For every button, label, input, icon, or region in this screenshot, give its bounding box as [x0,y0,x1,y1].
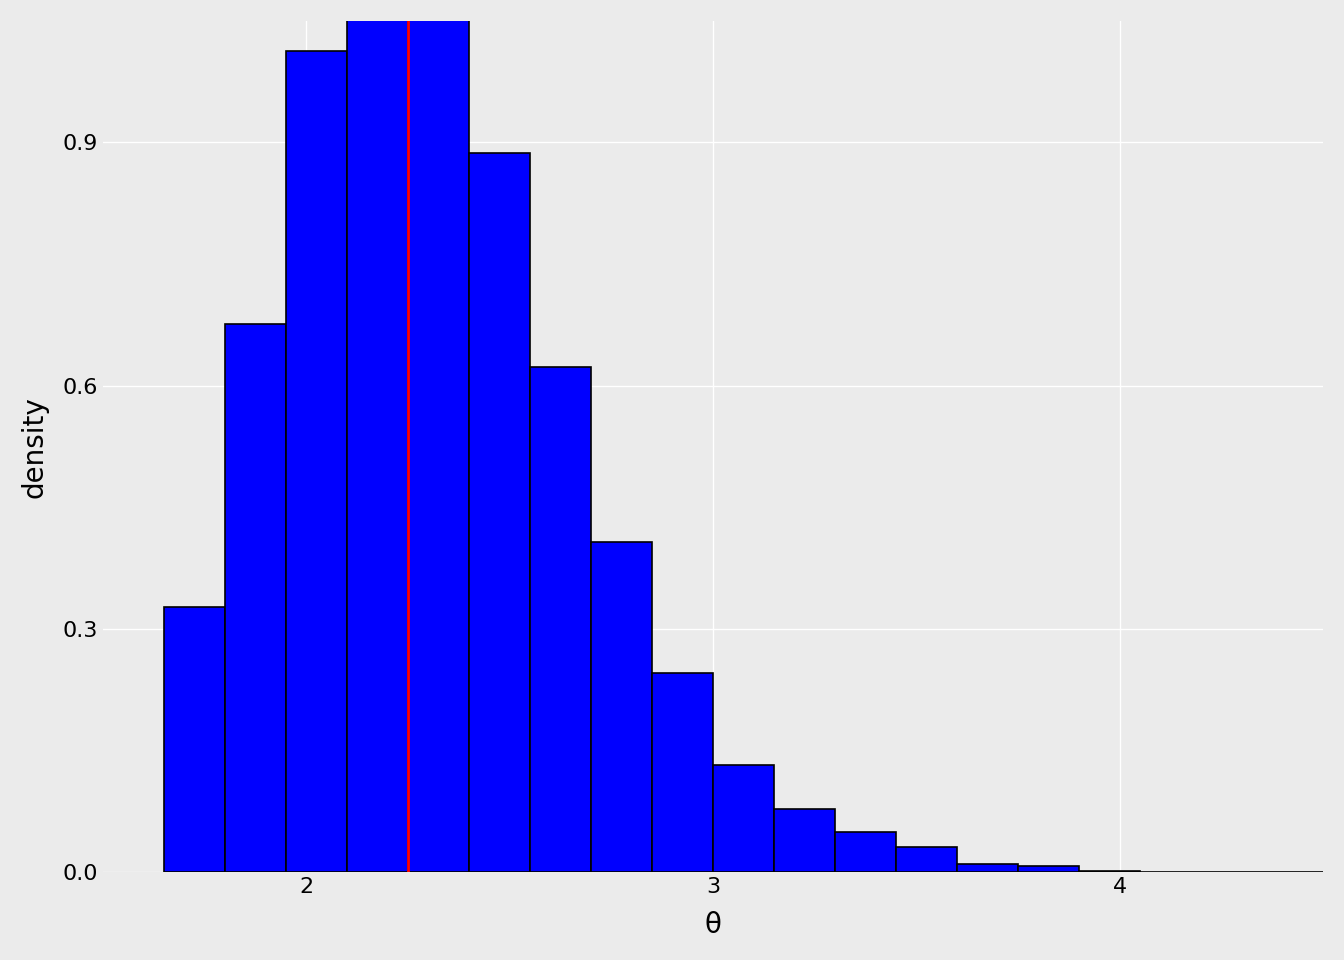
Bar [164,608,224,873]
Bar [1019,866,1079,873]
Bar [652,673,714,873]
Bar [896,847,957,873]
Bar [835,832,896,873]
Y-axis label: density: density [22,396,48,497]
Bar [469,154,530,873]
Bar [957,864,1019,873]
Bar [591,541,652,873]
Bar [714,765,774,873]
Bar [774,808,835,873]
Bar [409,12,469,873]
Bar [286,51,347,873]
X-axis label: θ: θ [704,911,722,939]
Bar [347,0,409,873]
Bar [1079,871,1140,873]
Bar [224,324,286,873]
Bar [530,367,591,873]
